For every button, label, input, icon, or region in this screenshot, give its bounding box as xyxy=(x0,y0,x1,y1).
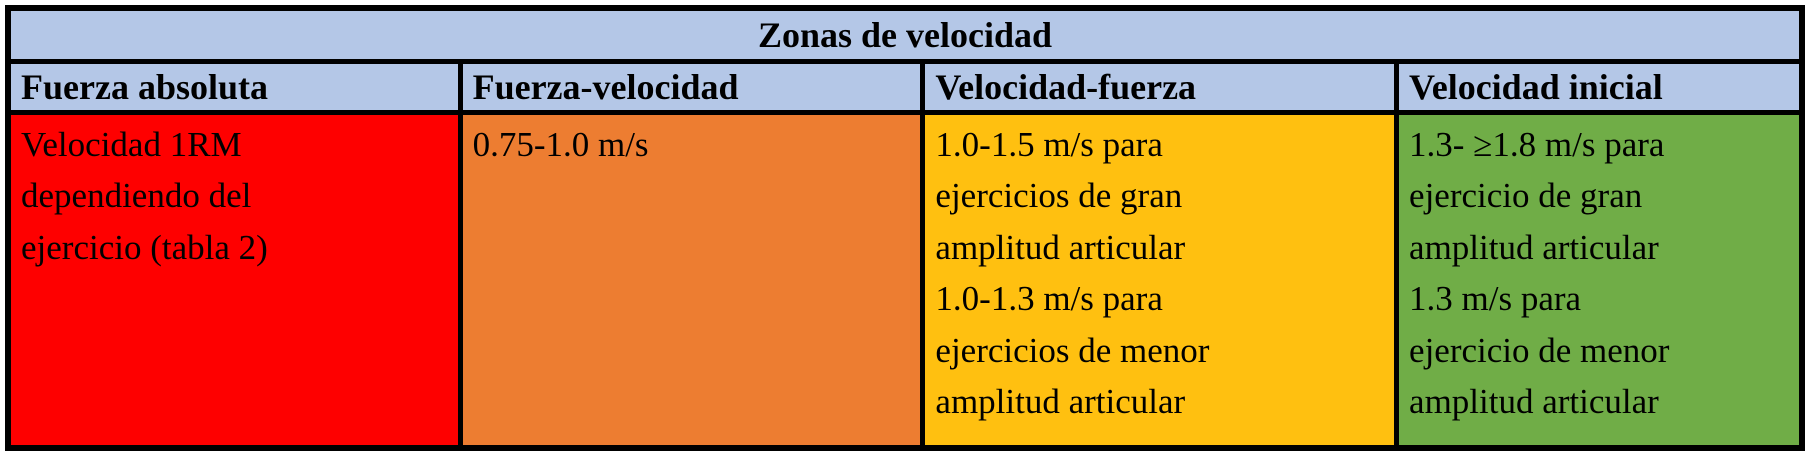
title-row: Zonas de velocidad xyxy=(5,5,1805,64)
velocity-zones-table: Zonas de velocidad Fuerza absoluta Fuerz… xyxy=(5,5,1805,451)
column-header-velocidad-inicial: Velocidad inicial xyxy=(1394,59,1805,115)
column-header-fuerza-velocidad: Fuerza-velocidad xyxy=(457,59,926,115)
table-title: Zonas de velocidad xyxy=(5,5,1805,64)
cell-velocidad-inicial: 1.3- ≥1.8 m/s para ejercicio de gran amp… xyxy=(1394,110,1805,451)
cell-fuerza-velocidad: 0.75-1.0 m/s xyxy=(457,110,926,451)
column-header-velocidad-fuerza: Velocidad-fuerza xyxy=(920,59,1400,115)
column-header-row: Fuerza absoluta Fuerza-velocidad Velocid… xyxy=(5,59,1805,115)
cell-fuerza-absoluta: Velocidad 1RM dependiendo del ejercicio … xyxy=(5,110,463,451)
cell-velocidad-fuerza: 1.0-1.5 m/s para ejercicios de gran ampl… xyxy=(920,110,1400,451)
zones-table: Zonas de velocidad Fuerza absoluta Fuerz… xyxy=(5,5,1805,451)
column-header-fuerza-absoluta: Fuerza absoluta xyxy=(5,59,463,115)
zones-value-row: Velocidad 1RM dependiendo del ejercicio … xyxy=(5,110,1805,451)
